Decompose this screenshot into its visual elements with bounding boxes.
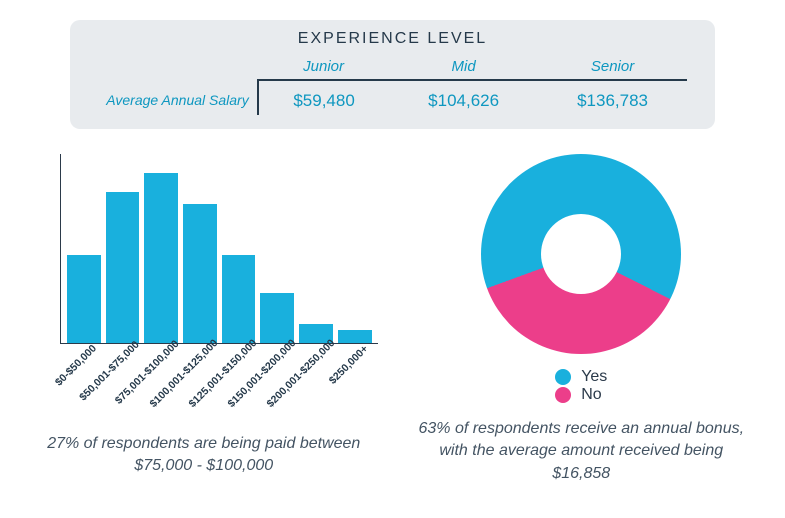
bar [67, 255, 101, 343]
salary-histogram: $0-$50,000$50,001-$75,000$75,001-$100,00… [30, 154, 378, 485]
donut-caption: 63% of respondents receive an annual bon… [408, 418, 756, 485]
bar [183, 204, 217, 343]
col-header-mid: Mid [389, 54, 538, 80]
row-label: Average Annual Salary [98, 80, 258, 115]
bonus-donut: Yes No 63% of respondents receive an ann… [408, 154, 756, 485]
experience-table-title: EXPERIENCE LEVEL [98, 30, 687, 48]
bar [106, 192, 140, 343]
legend-label-no: No [581, 386, 601, 404]
bar [260, 293, 294, 343]
experience-table-body: Junior Mid Senior Average Annual Salary … [98, 54, 687, 115]
salary-junior: $59,480 [258, 80, 389, 115]
histogram-caption: 27% of respondents are being paid betwee… [30, 433, 378, 478]
bar [144, 173, 178, 343]
donut-legend: Yes No [555, 368, 607, 404]
salary-mid: $104,626 [389, 80, 538, 115]
experience-table: EXPERIENCE LEVEL Junior Mid Senior Avera… [70, 20, 715, 129]
col-header-senior: Senior [538, 54, 687, 80]
col-header-junior: Junior [258, 54, 389, 80]
legend-label-yes: Yes [581, 368, 607, 386]
donut-chart [481, 154, 681, 354]
legend-swatch-no [555, 387, 571, 403]
bar [222, 255, 256, 343]
legend-swatch-yes [555, 369, 571, 385]
salary-senior: $136,783 [538, 80, 687, 115]
bar [338, 330, 372, 343]
